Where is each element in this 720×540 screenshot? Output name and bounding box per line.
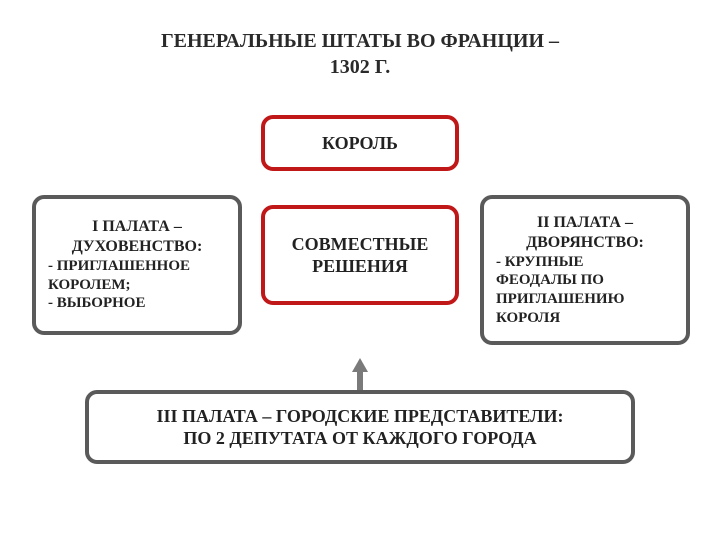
- node-center-line2: РЕШЕНИЯ: [277, 255, 443, 278]
- node-left: I ПАЛАТА – ДУХОВЕНСТВО: - ПРИГЛАШЕННОЕ К…: [32, 195, 242, 335]
- node-right-bullet1a: - КРУПНЫЕ: [496, 253, 674, 272]
- node-left-title2: ДУХОВЕНСТВО:: [48, 237, 226, 257]
- node-right: II ПАЛАТА – ДВОРЯНСТВО: - КРУПНЫЕ ФЕОДАЛ…: [480, 195, 690, 345]
- node-bottom-line2: ПО 2 ДЕПУТАТА ОТ КАЖДОГО ГОРОДА: [101, 427, 619, 450]
- title-line-1: ГЕНЕРАЛЬНЫЕ ШТАТЫ ВО ФРАНЦИИ –: [0, 28, 720, 54]
- node-left-title1: I ПАЛАТА –: [48, 217, 226, 237]
- diagram-title: ГЕНЕРАЛЬНЫЕ ШТАТЫ ВО ФРАНЦИИ – 1302 Г.: [0, 0, 720, 80]
- node-center: СОВМЕСТНЫЕ РЕШЕНИЯ: [261, 205, 459, 305]
- node-left-bullet2: - ВЫБОРНОЕ: [48, 294, 226, 313]
- arrow-up-stem: [357, 370, 363, 390]
- node-right-bullet1d: КОРОЛЯ: [496, 309, 674, 328]
- node-king-label: КОРОЛЬ: [277, 132, 443, 155]
- title-line-2: 1302 Г.: [0, 54, 720, 80]
- node-right-bullet1c: ПРИГЛАШЕНИЮ: [496, 290, 674, 309]
- node-left-bullet1b: КОРОЛЕМ;: [48, 276, 226, 295]
- node-king: КОРОЛЬ: [261, 115, 459, 171]
- node-right-title1: II ПАЛАТА –: [496, 213, 674, 233]
- node-right-title2: ДВОРЯНСТВО:: [496, 233, 674, 253]
- node-bottom-line1: III ПАЛАТА – ГОРОДСКИЕ ПРЕДСТАВИТЕЛИ:: [101, 405, 619, 428]
- node-center-line1: СОВМЕСТНЫЕ: [277, 233, 443, 256]
- node-bottom: III ПАЛАТА – ГОРОДСКИЕ ПРЕДСТАВИТЕЛИ: ПО…: [85, 390, 635, 464]
- node-left-bullet1a: - ПРИГЛАШЕННОЕ: [48, 257, 226, 276]
- node-right-bullet1b: ФЕОДАЛЫ ПО: [496, 271, 674, 290]
